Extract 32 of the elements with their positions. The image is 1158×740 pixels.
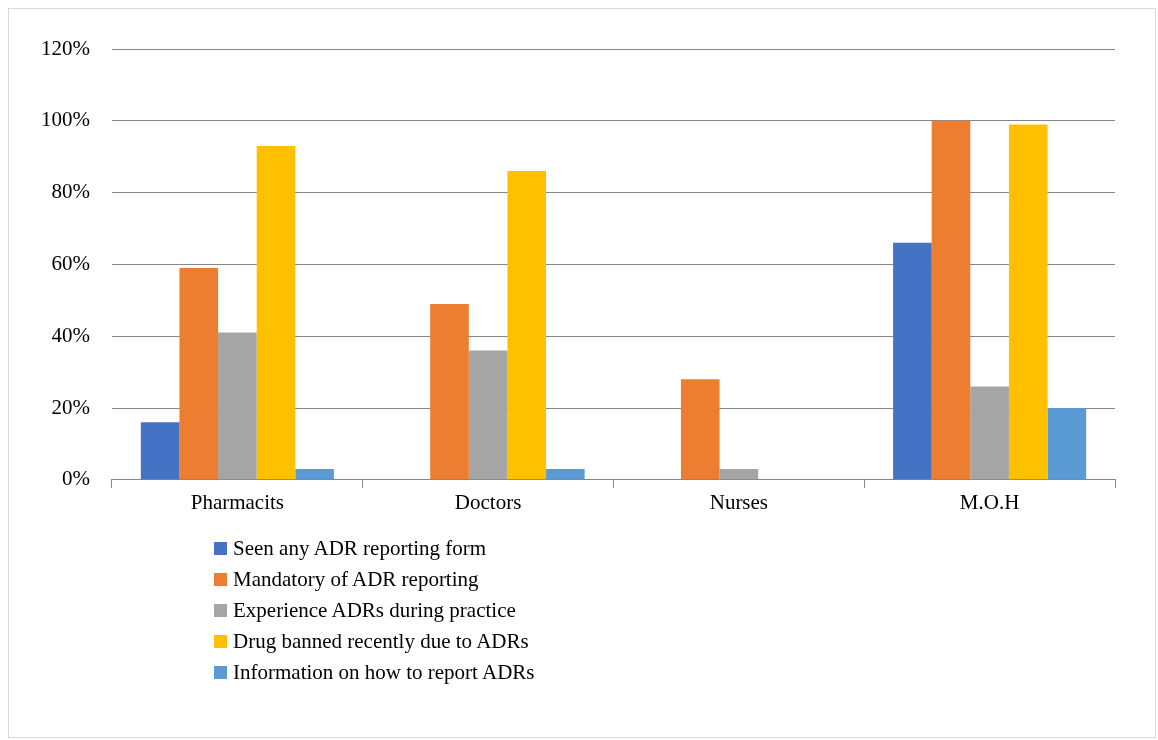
y-tick-label: 40% [51, 322, 90, 347]
y-tick-label: 120% [40, 35, 90, 60]
legend-label: Information on how to report ADRs [233, 660, 535, 685]
bar [546, 469, 585, 480]
legend-label: Mandatory of ADR reporting [233, 567, 479, 592]
bar [719, 469, 759, 480]
bar [218, 332, 257, 480]
y-tick-label: 0% [61, 466, 90, 491]
bar [970, 386, 1009, 480]
bar [1008, 124, 1048, 480]
bar [179, 267, 219, 480]
bar [1047, 408, 1087, 480]
bar [680, 379, 720, 480]
y-tick-label: 80% [51, 179, 90, 204]
legend-label: Drug banned recently due to ADRs [233, 629, 529, 654]
y-tick-label: 100% [40, 107, 90, 132]
bar [295, 469, 334, 480]
x-tick-label: Nurses [709, 489, 769, 514]
bar [430, 303, 469, 480]
bar [140, 422, 180, 480]
legend-label: Experience ADRs during practice [233, 598, 516, 623]
y-tick-label: 20% [51, 394, 90, 419]
bar [893, 242, 932, 480]
x-tick-label: M.O.H [959, 489, 1020, 514]
bar [931, 120, 971, 480]
bar [468, 350, 508, 480]
y-tick-label: 60% [51, 250, 90, 275]
bar [507, 171, 547, 480]
x-tick-label: Pharmacits [190, 489, 285, 514]
x-tick-label: Doctors [454, 489, 522, 514]
legend-label: Seen any ADR reporting form [233, 536, 487, 561]
bar [256, 145, 296, 480]
